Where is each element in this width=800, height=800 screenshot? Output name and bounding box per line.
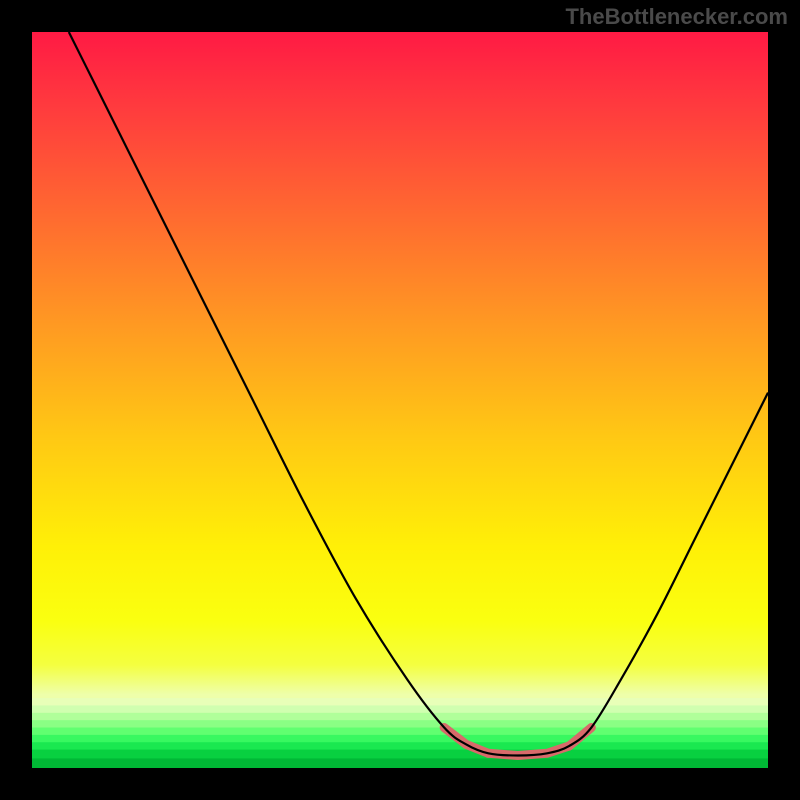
plot-area xyxy=(32,32,768,768)
watermark-text: TheBottlenecker.com xyxy=(565,4,788,30)
bottleneck-curve xyxy=(32,32,768,768)
